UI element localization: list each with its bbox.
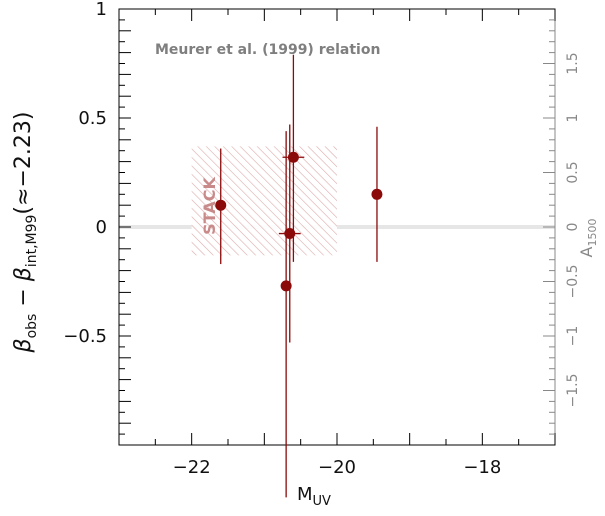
x-axis-label: MUV <box>297 484 331 509</box>
y-axis-ticks: −0.5 0 0.5 1 <box>63 0 131 446</box>
right-tick-label: 0 <box>565 223 581 232</box>
x-tick-label: −20 <box>318 457 356 478</box>
x-tick-label: −22 <box>173 457 211 478</box>
right-axis-label-sub: 1500 <box>586 219 599 247</box>
y-label-beta-obs: β <box>11 338 36 353</box>
data-point <box>371 188 383 200</box>
stack-label: STACK <box>200 177 219 235</box>
right-tick-label: 0.5 <box>565 161 581 183</box>
y-tick-label: 0 <box>96 217 107 238</box>
y-axis-label: βobs − βint,M99(≈−2.23) <box>11 112 40 354</box>
data-point <box>284 228 296 240</box>
y-tick-label: −0.5 <box>63 326 107 347</box>
data-point <box>215 199 227 211</box>
data-point-group <box>282 54 305 262</box>
x-axis-label-main: M <box>297 484 313 505</box>
y-label-sub-int: int,M99 <box>24 215 40 268</box>
right-tick-label: 1 <box>565 114 581 123</box>
y-tick-label: 1 <box>96 0 107 20</box>
x-tick-label: −18 <box>463 457 501 478</box>
y-label-sub-obs: obs <box>24 314 40 339</box>
data-points <box>215 54 383 498</box>
stack-box-layer <box>191 146 337 256</box>
data-point-group <box>371 126 383 262</box>
data-point-group <box>280 131 292 498</box>
right-tick-label: 1.5 <box>565 52 581 74</box>
x-axis-ticks: −22 −20 −18 <box>118 9 556 478</box>
data-point <box>287 151 299 163</box>
data-point-group <box>215 148 227 265</box>
data-point <box>280 280 292 292</box>
y-tick-label: 0.5 <box>78 108 107 129</box>
y-label-minus: − <box>11 281 36 313</box>
x-axis-label-sub: UV <box>313 494 332 509</box>
y-label-tail: (≈−2.23) <box>11 112 36 215</box>
annotation-meurer: Meurer et al. (1999) relation <box>155 42 380 58</box>
right-axis-label-main: A <box>577 246 596 257</box>
right-axis-label: A1500 <box>577 219 599 258</box>
right-tick-label: −1.5 <box>565 374 581 408</box>
stack-hatched-region <box>191 146 337 256</box>
right-axis-ticks: −1.5 −1 −0.5 0 0.5 1 1.5 <box>543 19 581 435</box>
right-tick-label: −0.5 <box>565 265 581 299</box>
right-tick-label: −1 <box>565 326 581 347</box>
y-label-beta-int: β <box>11 267 36 282</box>
